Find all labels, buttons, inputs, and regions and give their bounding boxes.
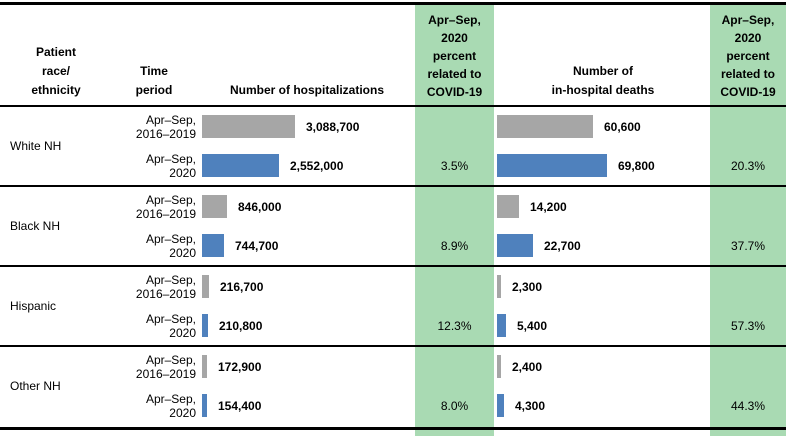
deaths-value: 2,300 — [512, 279, 543, 294]
deaths-value: 60,600 — [604, 119, 641, 134]
hospitalizations-bar — [202, 195, 227, 218]
hospitalizations-value: 172,900 — [218, 359, 262, 374]
deaths-bar — [497, 115, 593, 138]
race-group: Other NH Apr–Sep, 2016–2019 172,900 2,400 Ap… — [0, 347, 786, 425]
deaths-value: 69,800 — [618, 158, 655, 173]
deaths-bar — [497, 394, 504, 417]
race-label: Other NH — [10, 379, 61, 393]
table-row: Apr–Sep, 2016–2019 3,088,700 60,600 — [0, 107, 786, 146]
race-label: White NH — [10, 139, 62, 153]
deaths-bar — [497, 314, 506, 337]
table-row: Apr–Sep, 2016–2019 216,700 2,300 — [0, 267, 786, 306]
covid-percent-hospitalizations-value: 12.3% — [437, 318, 472, 333]
deaths-value: 5,400 — [517, 318, 548, 333]
column-header-time-period: Time period — [135, 64, 173, 97]
column-header-covid-percent-deaths: Apr–Sep, 2020 percent related to COVID-1… — [720, 13, 776, 99]
time-period-label: Apr–Sep, 2016–2019 — [135, 112, 196, 141]
header-divider-rule — [0, 105, 786, 107]
hospitalizations-bar — [202, 355, 207, 378]
race-group: White NH Apr–Sep, 2016–2019 3,088,700 60,60… — [0, 107, 786, 185]
hospitalizations-value: 846,000 — [238, 199, 282, 214]
deaths-bar — [497, 355, 501, 378]
time-period-label: Apr–Sep, 2020 — [145, 311, 196, 340]
hospitalizations-bar — [202, 115, 295, 138]
race-label: Black NH — [10, 219, 61, 233]
time-period-label: Apr–Sep, 2016–2019 — [135, 272, 196, 301]
time-period-label: Apr–Sep, 2016–2019 — [135, 192, 196, 221]
table-row: Apr–Sep, 2016–2019 172,900 2,400 — [0, 347, 786, 386]
covid-percent-deaths-value: 57.3% — [730, 318, 766, 333]
deaths-value: 22,700 — [544, 238, 581, 253]
deaths-bar — [497, 275, 501, 298]
table-row: Apr–Sep, 2016–2019 846,000 14,200 — [0, 187, 786, 226]
hospitalizations-value: 216,700 — [220, 279, 264, 294]
group-divider-rule — [0, 345, 786, 347]
column-header-in-hospital-deaths: Number of in-hospital deaths — [551, 64, 655, 97]
hospitalizations-value: 154,400 — [218, 398, 262, 413]
race-group: Hispanic Apr–Sep, 2016–2019 216,700 2,300 Ap… — [0, 267, 786, 345]
table-row: Apr–Sep, 2020 154,400 4,300 8.0% 44.3% — [0, 386, 786, 425]
time-period-label: Apr–Sep, 2020 — [145, 391, 196, 420]
time-period-label: Apr–Sep, 2020 — [145, 231, 196, 260]
table-row: Apr–Sep, 2020 2,552,000 69,800 3.5% 20.3% — [0, 146, 786, 185]
table-top-rule — [0, 2, 786, 5]
hospitalizations-value: 210,800 — [219, 318, 263, 333]
deaths-bar — [497, 154, 607, 177]
time-period-label: Apr–Sep, 2020 — [145, 151, 196, 180]
table-bottom-rule — [0, 427, 786, 430]
hospitalizations-value: 744,700 — [235, 238, 279, 253]
group-divider-rule — [0, 265, 786, 267]
covid-percent-deaths-highlight-column — [710, 5, 786, 436]
covid-percent-deaths-value: 44.3% — [730, 398, 766, 413]
hospitalizations-bar — [202, 234, 224, 257]
hospitalizations-bar — [202, 394, 207, 417]
group-divider-rule — [0, 185, 786, 187]
race-label: Hispanic — [10, 299, 57, 313]
deaths-value: 2,400 — [512, 359, 543, 374]
covid-percent-hospitalizations-value: 8.0% — [440, 398, 469, 413]
covid-percent-deaths-value: 37.7% — [730, 238, 766, 253]
deaths-value: 4,300 — [515, 398, 546, 413]
hospitalizations-bar — [202, 154, 279, 177]
covid-percent-deaths-value: 20.3% — [730, 158, 766, 173]
column-header-hospitalizations: Number of hospitalizations — [229, 83, 384, 97]
deaths-value: 14,200 — [530, 199, 567, 214]
race-group: Black NH Apr–Sep, 2016–2019 846,000 14,200 A… — [0, 187, 786, 265]
deaths-bar — [497, 195, 519, 218]
column-header-covid-percent-hospitalizations: Apr–Sep, 2020 percent related to COVID-1… — [426, 13, 483, 99]
column-header-race-ethnicity: Patient race/ ethnicity — [31, 45, 81, 97]
deaths-bar — [497, 234, 533, 257]
covid-percent-hospitalizations-highlight-column — [415, 5, 494, 436]
covid-percent-hospitalizations-value: 3.5% — [440, 158, 469, 173]
hospitalizations-value: 2,552,000 — [290, 158, 344, 173]
hospitalizations-bar — [202, 314, 208, 337]
hospitalizations-bar — [202, 275, 209, 298]
table-row: Apr–Sep, 2020 744,700 22,700 8.9% 37.7% — [0, 226, 786, 265]
covid-percent-hospitalizations-value: 8.9% — [440, 238, 469, 253]
table-row: Apr–Sep, 2020 210,800 5,400 12.3% 57.3% — [0, 306, 786, 345]
time-period-label: Apr–Sep, 2016–2019 — [135, 352, 196, 381]
hospitalizations-value: 3,088,700 — [306, 119, 360, 134]
